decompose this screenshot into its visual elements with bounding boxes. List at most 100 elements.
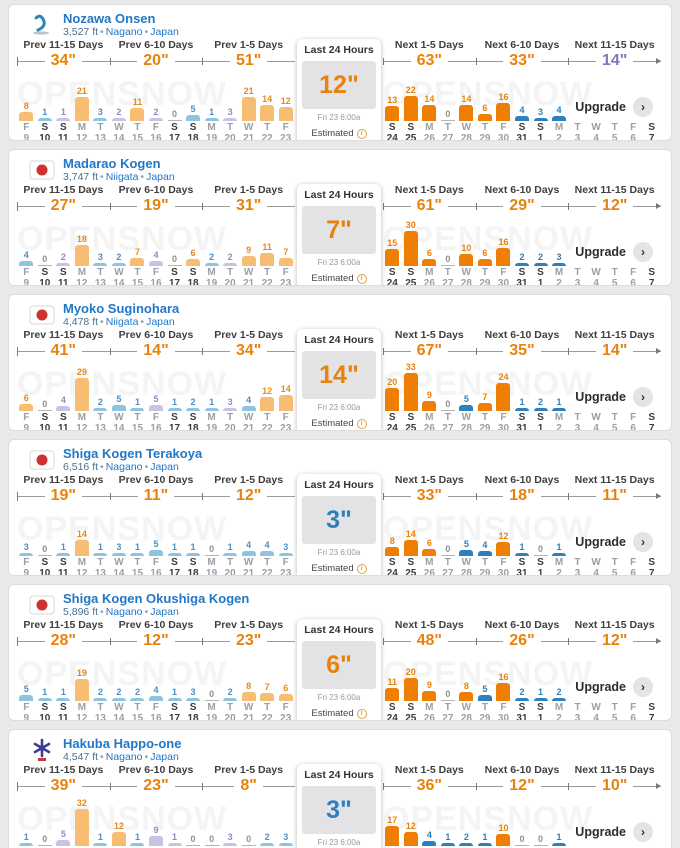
region-link[interactable]: Niigata — [105, 316, 139, 328]
estimated-link[interactable]: Estimated i — [311, 708, 367, 720]
resort-name-link[interactable]: Myoko Suginohara — [63, 301, 180, 316]
estimated-link[interactable]: Estimated i — [311, 563, 367, 575]
region-link[interactable]: Nagano — [105, 461, 143, 473]
upgrade-button[interactable]: Upgrade › — [575, 532, 653, 552]
chevron-right-icon[interactable]: › — [633, 242, 653, 262]
chevron-right-icon[interactable]: › — [633, 387, 653, 407]
country-link[interactable]: Japan — [146, 171, 175, 183]
resort-name-link[interactable]: Hakuba Happo-one — [63, 736, 182, 751]
estimated-link[interactable]: Estimated i — [311, 418, 367, 430]
region-link[interactable]: Nagano — [105, 606, 143, 618]
chevron-right-icon[interactable]: › — [633, 97, 653, 117]
info-icon[interactable]: i — [356, 129, 367, 139]
country-link[interactable]: Japan — [150, 461, 179, 473]
upgrade-button[interactable]: Upgrade › — [575, 677, 653, 697]
info-icon[interactable]: i — [356, 274, 367, 284]
chevron-right-icon[interactable]: › — [633, 677, 653, 697]
info-icon[interactable]: i — [356, 709, 367, 719]
country-link[interactable]: Japan — [146, 316, 175, 328]
chevron-right-icon[interactable]: › — [633, 532, 653, 552]
estimated-link[interactable]: Estimated i — [311, 273, 367, 285]
info-icon[interactable]: i — [356, 564, 367, 574]
region-link[interactable]: Nagano — [105, 751, 143, 763]
estimated-link[interactable]: Estimated i — [311, 128, 367, 140]
upgrade-button[interactable]: Upgrade › — [575, 97, 653, 117]
resort-name-link[interactable]: Madarao Kogen — [63, 156, 161, 171]
region-link[interactable]: Nagano — [105, 26, 143, 38]
resort-name-link[interactable]: Shiga Kogen Okushiga Kogen — [63, 591, 250, 606]
country-link[interactable]: Japan — [150, 751, 179, 763]
upgrade-button[interactable]: Upgrade › — [575, 387, 653, 407]
resort-name-link[interactable]: Shiga Kogen Terakoya — [63, 446, 203, 461]
resort-name-link[interactable]: Nozawa Onsen — [63, 11, 156, 26]
region-link[interactable]: Niigata — [105, 171, 139, 183]
chevron-right-icon[interactable]: › — [633, 822, 653, 842]
upgrade-button[interactable]: Upgrade › — [575, 822, 653, 842]
info-icon[interactable]: i — [356, 419, 367, 429]
